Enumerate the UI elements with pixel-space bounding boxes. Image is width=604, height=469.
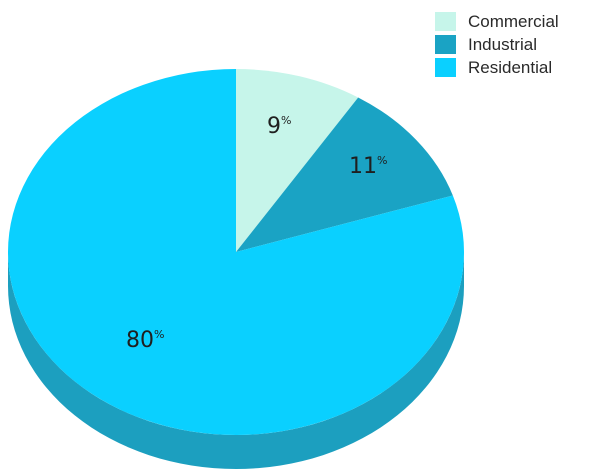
legend-swatch-commercial: [435, 12, 456, 31]
legend-label-commercial: Commercial: [468, 11, 559, 31]
pie-slice-industrial: [236, 97, 453, 252]
legend-swatch-residential: [435, 58, 456, 77]
data-label-industrial: 11%: [349, 154, 387, 179]
data-label-commercial: 9%: [267, 114, 291, 139]
pie-slice-commercial: [236, 69, 359, 252]
pie-side-wall: [8, 252, 464, 469]
legend: Commercial Industrial Residential: [435, 10, 559, 79]
legend-label-industrial: Industrial: [468, 34, 537, 54]
legend-swatch-industrial: [435, 35, 456, 54]
legend-item-industrial: Industrial: [435, 33, 559, 56]
legend-item-residential: Residential: [435, 56, 559, 79]
legend-item-commercial: Commercial: [435, 10, 559, 33]
data-label-residential: 80%: [126, 328, 164, 353]
legend-label-residential: Residential: [468, 57, 553, 77]
pie-slice-residential: [7, 69, 464, 435]
